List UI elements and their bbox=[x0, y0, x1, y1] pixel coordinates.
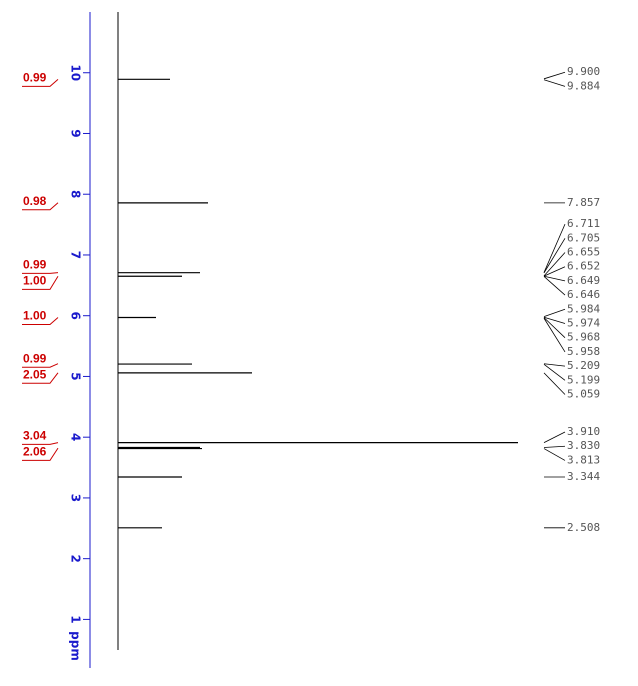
peak-label-leader bbox=[543, 372, 566, 395]
peak-label-leader bbox=[543, 276, 566, 296]
peak-label-leader bbox=[543, 448, 566, 461]
peak-label: 6.652 bbox=[567, 260, 600, 273]
integral-label: 1.00 bbox=[23, 309, 47, 323]
y-tick-label: 7 bbox=[69, 251, 83, 259]
integral-leader bbox=[22, 447, 59, 461]
peak-label-leader bbox=[543, 266, 566, 277]
peak-label-leader bbox=[543, 79, 566, 87]
peak-label: 7.857 bbox=[567, 196, 600, 209]
peak-label-leader bbox=[543, 275, 566, 282]
peak-label: 6.711 bbox=[567, 217, 600, 230]
y-tick-label: 2 bbox=[69, 554, 83, 562]
peak-label: 5.059 bbox=[567, 388, 600, 401]
peak-label-leader bbox=[543, 364, 566, 381]
peak-label-leader bbox=[543, 316, 566, 324]
y-tick-label: 5 bbox=[69, 372, 83, 380]
y-tick-label: 10 bbox=[69, 64, 83, 81]
peak-label-leader bbox=[543, 308, 566, 318]
peak-label: 2.508 bbox=[567, 521, 600, 534]
y-tick-label: 8 bbox=[69, 190, 83, 198]
peak-label-leader bbox=[543, 252, 566, 277]
peak-label: 9.884 bbox=[567, 79, 600, 92]
peak-label: 3.344 bbox=[567, 470, 600, 483]
y-tick-label: 1 bbox=[69, 615, 83, 623]
peak-label: 5.958 bbox=[567, 345, 600, 358]
integral-label: 2.06 bbox=[23, 445, 47, 459]
peak-label: 5.209 bbox=[567, 359, 600, 372]
y-tick-label: 9 bbox=[69, 129, 83, 137]
peak-label-leader bbox=[543, 445, 566, 448]
peak-label: 5.974 bbox=[567, 317, 600, 330]
peak-label-leader bbox=[543, 317, 566, 338]
peak-label: 6.655 bbox=[567, 246, 600, 259]
integral-label: 0.99 bbox=[23, 71, 47, 85]
peak-label-leader bbox=[543, 238, 566, 274]
peak-label: 5.199 bbox=[567, 373, 600, 386]
peak-label: 6.649 bbox=[567, 274, 600, 287]
integral-leader bbox=[22, 372, 59, 384]
peak-label: 3.830 bbox=[567, 439, 600, 452]
peak-label-leader bbox=[543, 71, 566, 80]
integral-leader bbox=[22, 317, 59, 326]
integral-leader bbox=[22, 79, 59, 87]
peak-label: 5.984 bbox=[567, 302, 600, 315]
integral-label: 1.00 bbox=[23, 274, 47, 288]
peak-label: 6.705 bbox=[567, 231, 600, 244]
peak-label: 3.813 bbox=[567, 453, 600, 466]
y-tick-label: 3 bbox=[69, 494, 83, 502]
y-tick-label: 6 bbox=[69, 312, 83, 320]
y-tick-label: 4 bbox=[69, 433, 83, 441]
integral-leader bbox=[22, 275, 59, 290]
peak-label-leader bbox=[543, 363, 566, 367]
peak-label: 6.646 bbox=[567, 288, 600, 301]
integral-label: 0.99 bbox=[23, 351, 47, 365]
peak-label: 3.910 bbox=[567, 425, 600, 438]
integral-label: 2.05 bbox=[23, 367, 47, 381]
integral-leader bbox=[22, 363, 59, 368]
peak-label-leader bbox=[543, 223, 566, 273]
integral-label: 0.98 bbox=[23, 194, 47, 208]
peak-label: 5.968 bbox=[567, 331, 600, 344]
integral-label: 3.04 bbox=[23, 429, 47, 443]
integral-label: 0.99 bbox=[23, 258, 47, 272]
peak-label-leader bbox=[543, 431, 566, 444]
peak-label: 9.900 bbox=[567, 65, 600, 78]
peak-label-leader bbox=[543, 318, 566, 353]
integral-leader bbox=[22, 442, 59, 445]
y-axis-label: ppm bbox=[69, 631, 83, 661]
integral-leader bbox=[22, 202, 59, 211]
integral-leader bbox=[22, 272, 59, 274]
